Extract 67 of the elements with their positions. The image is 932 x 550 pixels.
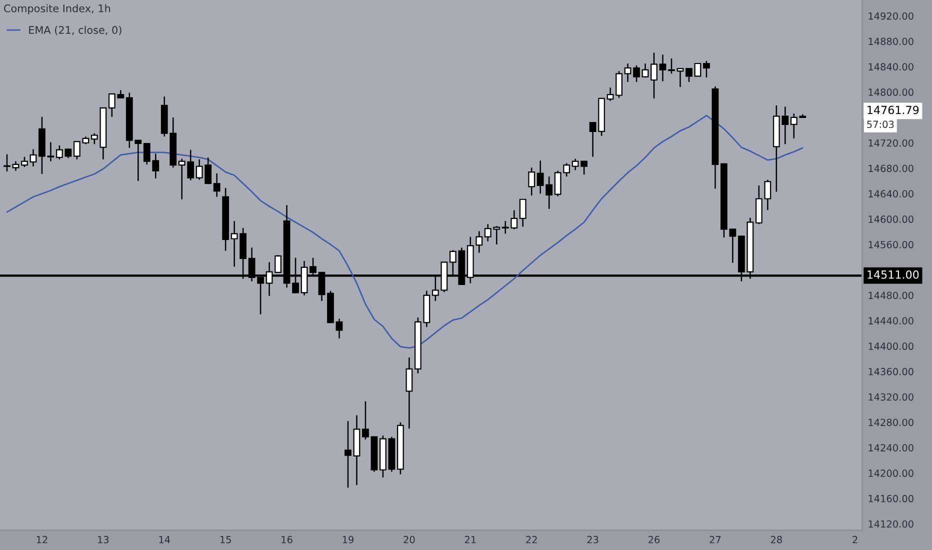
candlestick [47,142,54,162]
x-tick-label: 23 [587,536,598,544]
candlestick [633,64,640,83]
y-tick-label: 14160.00 [868,494,914,502]
y-tick-label: 14360.00 [868,368,914,376]
x-tick-label: 15 [220,536,231,544]
x-tick-label: 12 [36,536,48,544]
y-tick-label: 14400.00 [868,342,914,350]
y-tick-label: 14640.00 [868,190,914,198]
y-tick-label: 14120.00 [868,520,914,528]
y-tick-label: 14440.00 [868,317,914,324]
x-tick-label: 21 [464,536,476,544]
candlestick [336,318,343,340]
y-tick-label: 14800.00 [868,88,914,96]
candlestick [686,68,692,83]
candlestick [406,356,413,430]
candlestick [4,154,10,172]
x-tick-label: 26 [648,536,660,544]
candlestick [606,87,614,102]
legend-label: EMA (21, close, 0) [29,26,122,36]
candlestick [642,62,649,78]
candlestick [528,167,536,196]
candlestick [650,52,658,100]
candlestick [21,156,28,168]
y-tick-label: 14920.00 [868,12,914,20]
x-tick-label: 16 [282,536,292,544]
candlestick [64,148,72,159]
candlestick [616,70,622,98]
y-tick-label: 14680.00 [868,164,914,172]
candlestick [30,148,37,167]
x-tick-label: 19 [342,536,354,544]
ref-line-label: 14511.00 [868,270,919,279]
candlestick [362,400,369,440]
candlestick [668,58,675,74]
x-tick-label: 2 [852,536,858,544]
candlestick [12,160,20,172]
y-tick-label: 14840.00 [868,63,914,71]
candlestick [589,122,596,158]
y-tick-label: 14240.00 [868,444,914,452]
x-tick-label: 14 [159,536,170,544]
candlestick [703,60,710,78]
text: 14761.79 [868,106,919,114]
y-tick-label: 14560.00 [868,240,914,248]
chart-title: Composite Index, 1h [4,4,110,14]
y-tick-label: 14880.00 [868,38,914,46]
y-tick-label: 14200.00 [868,470,914,477]
candlestick [729,228,736,264]
line-series [6,114,804,349]
candlestick [694,62,702,77]
candlestick [676,68,684,88]
text: 57:03 [867,120,894,128]
candlestick [213,172,220,198]
x-tick-label: 28 [770,536,782,544]
x-tick-label: 20 [404,536,415,544]
y-tick-label: 14720.00 [868,139,914,147]
x-tick-label: 13 [98,536,109,544]
y-tick-label: 14600.00 [868,216,914,223]
y-tick-label: 14280.00 [868,418,914,426]
candlestick [659,54,666,82]
y-tick-label: 14320.00 [868,393,914,401]
candlestick [519,198,526,228]
candlestick [56,144,63,160]
candlestick [344,420,352,488]
x-tick-label: 27 [710,536,721,544]
y-tick-label: 14480.00 [868,292,914,300]
x-tick-label: 22 [526,536,537,544]
candlestick [624,62,632,83]
